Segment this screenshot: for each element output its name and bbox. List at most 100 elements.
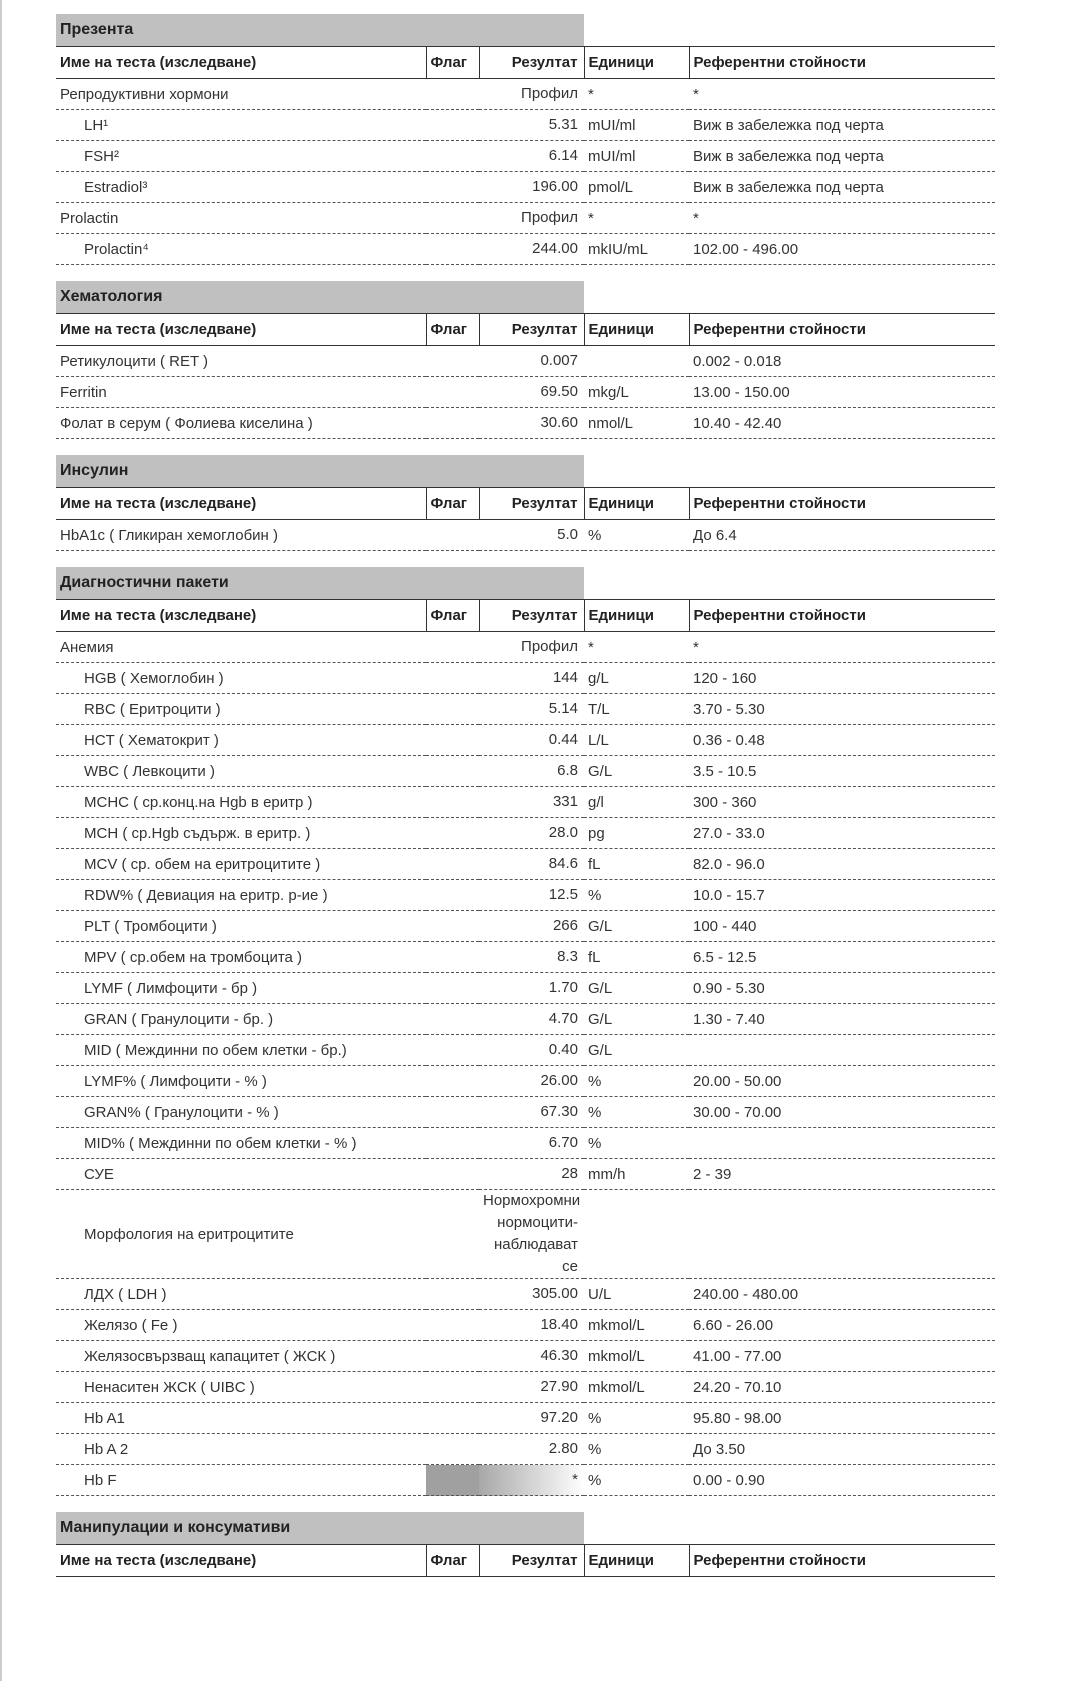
result-value: 305.00: [479, 1278, 584, 1310]
result-value: 0.44: [479, 724, 584, 756]
flag-cell: [426, 1127, 479, 1159]
table-row: LH¹ 5.31 mUI/ml Виж в забележка под черта: [56, 109, 995, 141]
test-name: MCV ( ср. обем на еритроцитите ): [56, 848, 426, 880]
result-value: 5.31: [479, 109, 584, 141]
result-value: 244.00: [479, 233, 584, 265]
reference-range: 95.80 - 98.00: [689, 1402, 995, 1434]
reference-range: 0.36 - 0.48: [689, 724, 995, 756]
reference-range: Виж в забележка под черта: [689, 140, 995, 172]
flag-cell: [426, 1371, 479, 1403]
result-value: 84.6: [479, 848, 584, 880]
flag-cell: [426, 941, 479, 973]
test-name: MID% ( Междинни по обем клетки - % ): [56, 1127, 426, 1159]
flag-cell: [426, 345, 479, 377]
units: %: [584, 519, 689, 551]
table-header-row: Име на теста (изследване) Флаг Резултат Еди…: [56, 313, 995, 346]
column-header-units: Единици: [583, 1544, 689, 1577]
table-row: Анемия Профил * *: [56, 631, 995, 663]
table-row: PLT ( Тромбоцити ) 266 G/L 100 - 440: [56, 910, 995, 942]
result-value: 12.5: [479, 879, 584, 911]
flag-cell: [426, 724, 479, 756]
reference-range: 2 - 39: [689, 1158, 995, 1190]
reference-range: 27.0 - 33.0: [689, 817, 995, 849]
table-row: Ненаситен ЖСК ( UIBC ) 27.90 mkmol/L 24.20 …: [56, 1371, 995, 1403]
test-name: MCHC ( ср.конц.на Hgb в еритр ): [56, 786, 426, 818]
test-name: MID ( Междинни по обем клетки - бр.): [56, 1034, 426, 1066]
table-row: Prolactin⁴ 244.00 mkIU/mL 102.00 - 496.00: [56, 233, 995, 265]
table-row: MCHC ( ср.конц.на Hgb в еритр ) 331 g/l 300…: [56, 786, 995, 818]
table-row: Ferritin 69.50 mkg/L 13.00 - 150.00: [56, 376, 995, 408]
results-table: Име на теста (изследване) Флаг Резултат Еди…: [56, 46, 995, 265]
units: mkIU/mL: [584, 233, 689, 265]
units: U/L: [584, 1278, 689, 1310]
test-name: HCT ( Хематокрит ): [56, 724, 426, 756]
results-table: Име на теста (изследване) Флаг Резултат Еди…: [56, 487, 995, 551]
test-name: WBC ( Левкоцити ): [56, 755, 426, 787]
table-row: Prolactin Профил * *: [56, 202, 995, 234]
test-name: Морфология на еритроцитите: [56, 1189, 426, 1279]
flag-cell: [426, 1309, 479, 1341]
units: *: [584, 78, 689, 110]
flag-cell: [426, 1096, 479, 1128]
units: mUI/ml: [584, 140, 689, 172]
units: fL: [584, 848, 689, 880]
flag-cell: [426, 879, 479, 911]
result-value: 46.30: [479, 1340, 584, 1372]
result-value: *: [479, 1464, 584, 1496]
reference-range: *: [689, 78, 995, 110]
table-row: Hb A1 97.20% 95.80 - 98.00: [56, 1402, 995, 1434]
units: *: [584, 202, 689, 234]
test-name: HGB ( Хемоглобин ): [56, 662, 426, 694]
table-row: HGB ( Хемоглобин ) 144 g/L 120 - 160: [56, 662, 995, 694]
result-value: 331: [479, 786, 584, 818]
reference-range: Виж в забележка под черта: [689, 171, 995, 203]
table-row: FSH² 6.14 mUI/ml Виж в забележка под черта: [56, 140, 995, 172]
test-name: Желязо ( Fe ): [56, 1309, 426, 1341]
reference-range: Виж в забележка под черта: [689, 109, 995, 141]
result-value: 18.40: [479, 1309, 584, 1341]
units: L/L: [584, 724, 689, 756]
table-row: MCV ( ср. обем на еритроцитите ) 84.6 fL 82…: [56, 848, 995, 880]
table-row: WBC ( Левкоцити ) 6.8 G/L 3.5 - 10.5: [56, 755, 995, 787]
table-header-row: Име на теста (изследване) Флаг Резултат Еди…: [56, 487, 995, 520]
units: %: [584, 1433, 689, 1465]
flag-cell: [426, 1433, 479, 1465]
units: G/L: [584, 972, 689, 1004]
results-table: Име на теста (изследване) Флаг Резултат Еди…: [56, 1544, 995, 1577]
table-row: LYMF ( Лимфоцити - бр ) 1.70 G/L 0.90 - 5.3…: [56, 972, 995, 1004]
column-header-ref: Референтни стойности: [688, 313, 995, 346]
test-name: Hb F: [56, 1464, 426, 1496]
test-name: Репродуктивни хормони: [56, 78, 426, 110]
column-header-name: Име на теста (изследване): [56, 1544, 426, 1577]
test-name: LH¹: [56, 109, 426, 141]
table-row: Hb A 2 2.80% До 3.50: [56, 1433, 995, 1465]
column-header-name: Име на теста (изследване): [56, 46, 426, 79]
result-value: 6.14: [479, 140, 584, 172]
table-header-row: Име на теста (изследване) Флаг Резултат Еди…: [56, 599, 995, 632]
table-row: Hb F *% 0.00 - 0.90: [56, 1464, 995, 1496]
units: mkmol/L: [584, 1340, 689, 1372]
result-value: 266: [479, 910, 584, 942]
result-value: 67.30: [479, 1096, 584, 1128]
table-row: HCT ( Хематокрит ) 0.44 L/L 0.36 - 0.48: [56, 724, 995, 756]
reference-range: 120 - 160: [689, 662, 995, 694]
table-row: Желязосвързващ капацитет ( ЖСК ) 46.30 mkm…: [56, 1340, 995, 1372]
flag-cell: [426, 202, 479, 234]
table-row: Фолат в серум ( Фолиева киселина ) 30.60 n…: [56, 407, 995, 439]
reference-range: 10.0 - 15.7: [689, 879, 995, 911]
reference-range: 41.00 - 77.00: [689, 1340, 995, 1372]
flag-cell: [426, 109, 479, 141]
units: mkmol/L: [584, 1371, 689, 1403]
units: G/L: [584, 755, 689, 787]
result-value: 0.40: [479, 1034, 584, 1066]
test-name: Желязосвързващ капацитет ( ЖСК ): [56, 1340, 426, 1372]
flag-cell: [426, 1034, 479, 1066]
reference-range: До 6.4: [689, 519, 995, 551]
reference-range: *: [689, 202, 995, 234]
units: %: [584, 879, 689, 911]
table-row: MID% ( Междинни по обем клетки - % ) 6.70…: [56, 1127, 995, 1159]
reference-range: 100 - 440: [689, 910, 995, 942]
reference-range: [689, 1034, 995, 1066]
result-value: 2.80: [479, 1433, 584, 1465]
result-value: 0.007: [479, 345, 584, 377]
